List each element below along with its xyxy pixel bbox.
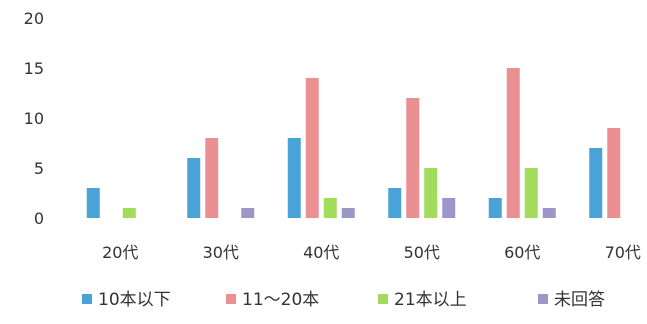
y-tick-label: 20 bbox=[24, 9, 44, 28]
bar bbox=[589, 148, 603, 218]
legend: 10本以下 11～20本 21本以上 未回答 bbox=[82, 290, 605, 310]
x-tick-label: 30代 bbox=[203, 243, 239, 262]
bar bbox=[524, 168, 538, 218]
bar bbox=[442, 198, 456, 218]
bar bbox=[205, 138, 219, 218]
legend-label: 21本以上 bbox=[394, 290, 467, 310]
legend-label: 11～20本 bbox=[242, 290, 319, 310]
y-tick-label: 5 bbox=[34, 159, 44, 178]
bar bbox=[607, 128, 621, 218]
bar bbox=[488, 198, 502, 218]
legend-label: 未回答 bbox=[554, 290, 605, 310]
bar bbox=[506, 68, 520, 218]
y-tick-label: 10 bbox=[24, 109, 44, 128]
bar bbox=[241, 208, 255, 218]
legend-label: 10本以下 bbox=[98, 290, 171, 310]
bar bbox=[187, 158, 201, 218]
bar bbox=[406, 98, 420, 218]
bar bbox=[341, 208, 355, 218]
legend-swatch bbox=[226, 294, 236, 304]
legend-swatch bbox=[82, 294, 92, 304]
x-tick-label: 40代 bbox=[303, 243, 339, 262]
bar bbox=[305, 78, 319, 218]
bar bbox=[287, 138, 301, 218]
bars-group bbox=[86, 68, 621, 218]
bar bbox=[424, 168, 438, 218]
x-tick-label: 20代 bbox=[102, 243, 138, 262]
y-tick-label: 15 bbox=[24, 59, 44, 78]
y-tick-label: 0 bbox=[34, 209, 44, 228]
x-tick-label: 50代 bbox=[404, 243, 440, 262]
bar bbox=[542, 208, 556, 218]
legend-swatch bbox=[378, 294, 388, 304]
bar bbox=[323, 198, 337, 218]
legend-swatch bbox=[538, 294, 548, 304]
y-axis: 0 5 10 15 20 bbox=[24, 9, 44, 228]
bar bbox=[86, 188, 100, 218]
x-tick-label: 60代 bbox=[504, 243, 540, 262]
bar bbox=[122, 208, 136, 218]
x-axis: 20代 30代 40代 50代 60代 70代 bbox=[102, 243, 641, 262]
x-tick-label: 70代 bbox=[605, 243, 641, 262]
bar bbox=[388, 188, 402, 218]
